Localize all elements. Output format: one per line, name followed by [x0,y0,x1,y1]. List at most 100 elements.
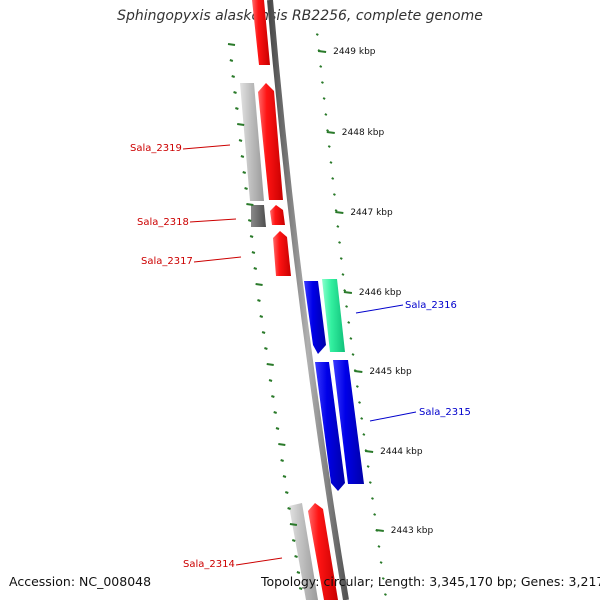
tick-mark [294,555,298,558]
tick-mark [280,459,284,462]
tick-mark [319,65,323,68]
scale-ticks: 2449 kbp 2448 kbp 2447 kbp 2446 kbp 2445 kbp… [315,33,434,596]
scale-tick-label: 2443 kbp [391,526,434,536]
gene-bar-sala2317 [273,231,291,276]
tick-mark [249,235,254,238]
gene-label-leader [189,218,237,223]
tick-mark [255,283,263,286]
tick-mark [278,443,286,446]
tick-mark [360,417,364,420]
tick-mark [247,219,252,222]
tick-mark [268,379,273,382]
scale-tick-mark [354,370,363,373]
tick-mark [371,497,374,500]
tick-mark [326,129,330,132]
tick-mark [257,299,261,302]
gene-bar-sala2315-a [315,362,345,491]
tick-mark [229,59,234,62]
tick-mark [347,321,351,324]
gene-label: Sala_2314 [183,559,235,570]
scale-tick-mark [365,450,374,453]
tick-mark [349,337,353,340]
gene-label-leader [182,144,231,150]
gene-bar-sala2316-green [322,279,345,352]
gene-bar-sala2314-grey [289,503,318,600]
gene-label: Sala_2319 [130,143,182,154]
tick-mark [242,171,247,174]
tick-mark [324,113,328,116]
tick-mark [358,401,361,404]
gene-label: Sala_2318 [137,217,189,228]
scale-tick-label: 2447 kbp [350,208,393,218]
tick-mark [381,577,385,580]
tick-mark [379,561,383,564]
scale-tick-mark [335,211,344,214]
scale-tick-label: 2444 kbp [380,447,423,457]
tick-mark [273,411,277,414]
tick-mark [373,513,377,516]
tick-mark [327,145,331,148]
scale-tick-label: 2449 kbp [333,47,376,57]
tick-mark [284,491,289,494]
accession-text: Accession: NC_008048 [9,574,152,589]
tick-mark [251,251,256,254]
tick-mark [341,273,345,276]
gene-label-leader [235,557,283,566]
tick-mark [336,225,340,228]
tick-mark [264,347,268,350]
tick-mark [271,395,275,398]
tick-mark [244,187,248,190]
gene-bar-sala2318-grey [251,205,266,227]
genome-stats-text: Topology: circular; Length: 3,345,170 bp… [261,574,600,589]
gene-label-leader [369,411,417,422]
genome-backbone [267,0,349,600]
scale-tick-label: 2445 kbp [369,367,412,377]
tick-mark [298,587,303,590]
tick-mark [351,353,355,356]
tick-mark [355,385,359,388]
gene-label: Sala_2315 [419,407,471,418]
tick-mark [287,507,291,510]
tick-mark [291,539,296,542]
tick-mark [329,161,333,164]
tick-mark [261,331,266,334]
tick-mark [296,571,301,574]
tick-mark [383,593,387,596]
map-title: Sphingopyxis alaskensis RB2256, complete… [117,8,483,24]
tick-mark [322,97,326,100]
tick-mark [315,33,319,36]
gene-bar-sala2315-b [333,360,364,484]
gene-bar-sala2319-grey [240,83,264,201]
tick-mark [238,139,243,142]
gene-label: Sala_2317 [141,256,193,267]
tick-mark [240,155,245,158]
gene-bar-sala2318 [270,205,285,225]
gene-bar-sala2319 [258,83,283,200]
tick-mark [339,257,343,260]
tick-mark [331,177,335,180]
tick-mark [237,123,245,126]
tick-mark [227,43,236,46]
tick-mark [235,107,239,110]
tick-mark [282,475,287,478]
tick-mark [253,267,258,270]
gene-bar-sala2316 [304,281,326,354]
tick-mark [377,545,381,548]
tick-mark [266,363,274,366]
tick-mark [334,209,338,212]
tick-mark [275,427,280,430]
scale-tick-label: 2446 kbp [359,288,402,298]
tick-mark [362,433,366,436]
tick-mark [233,91,237,94]
gene-labels: Sala_2319 Sala_2318 Sala_2317 Sala_2316 Sala… [130,143,471,570]
tick-mark [345,305,349,308]
tick-mark [366,465,370,468]
tick-mark [338,241,341,244]
tick-mark [246,203,254,206]
gene-bar-sala2314 [308,503,338,600]
tick-mark [332,193,336,196]
scale-tick-mark [317,50,327,53]
scale-tick-mark [343,291,353,294]
tick-mark [368,481,372,484]
